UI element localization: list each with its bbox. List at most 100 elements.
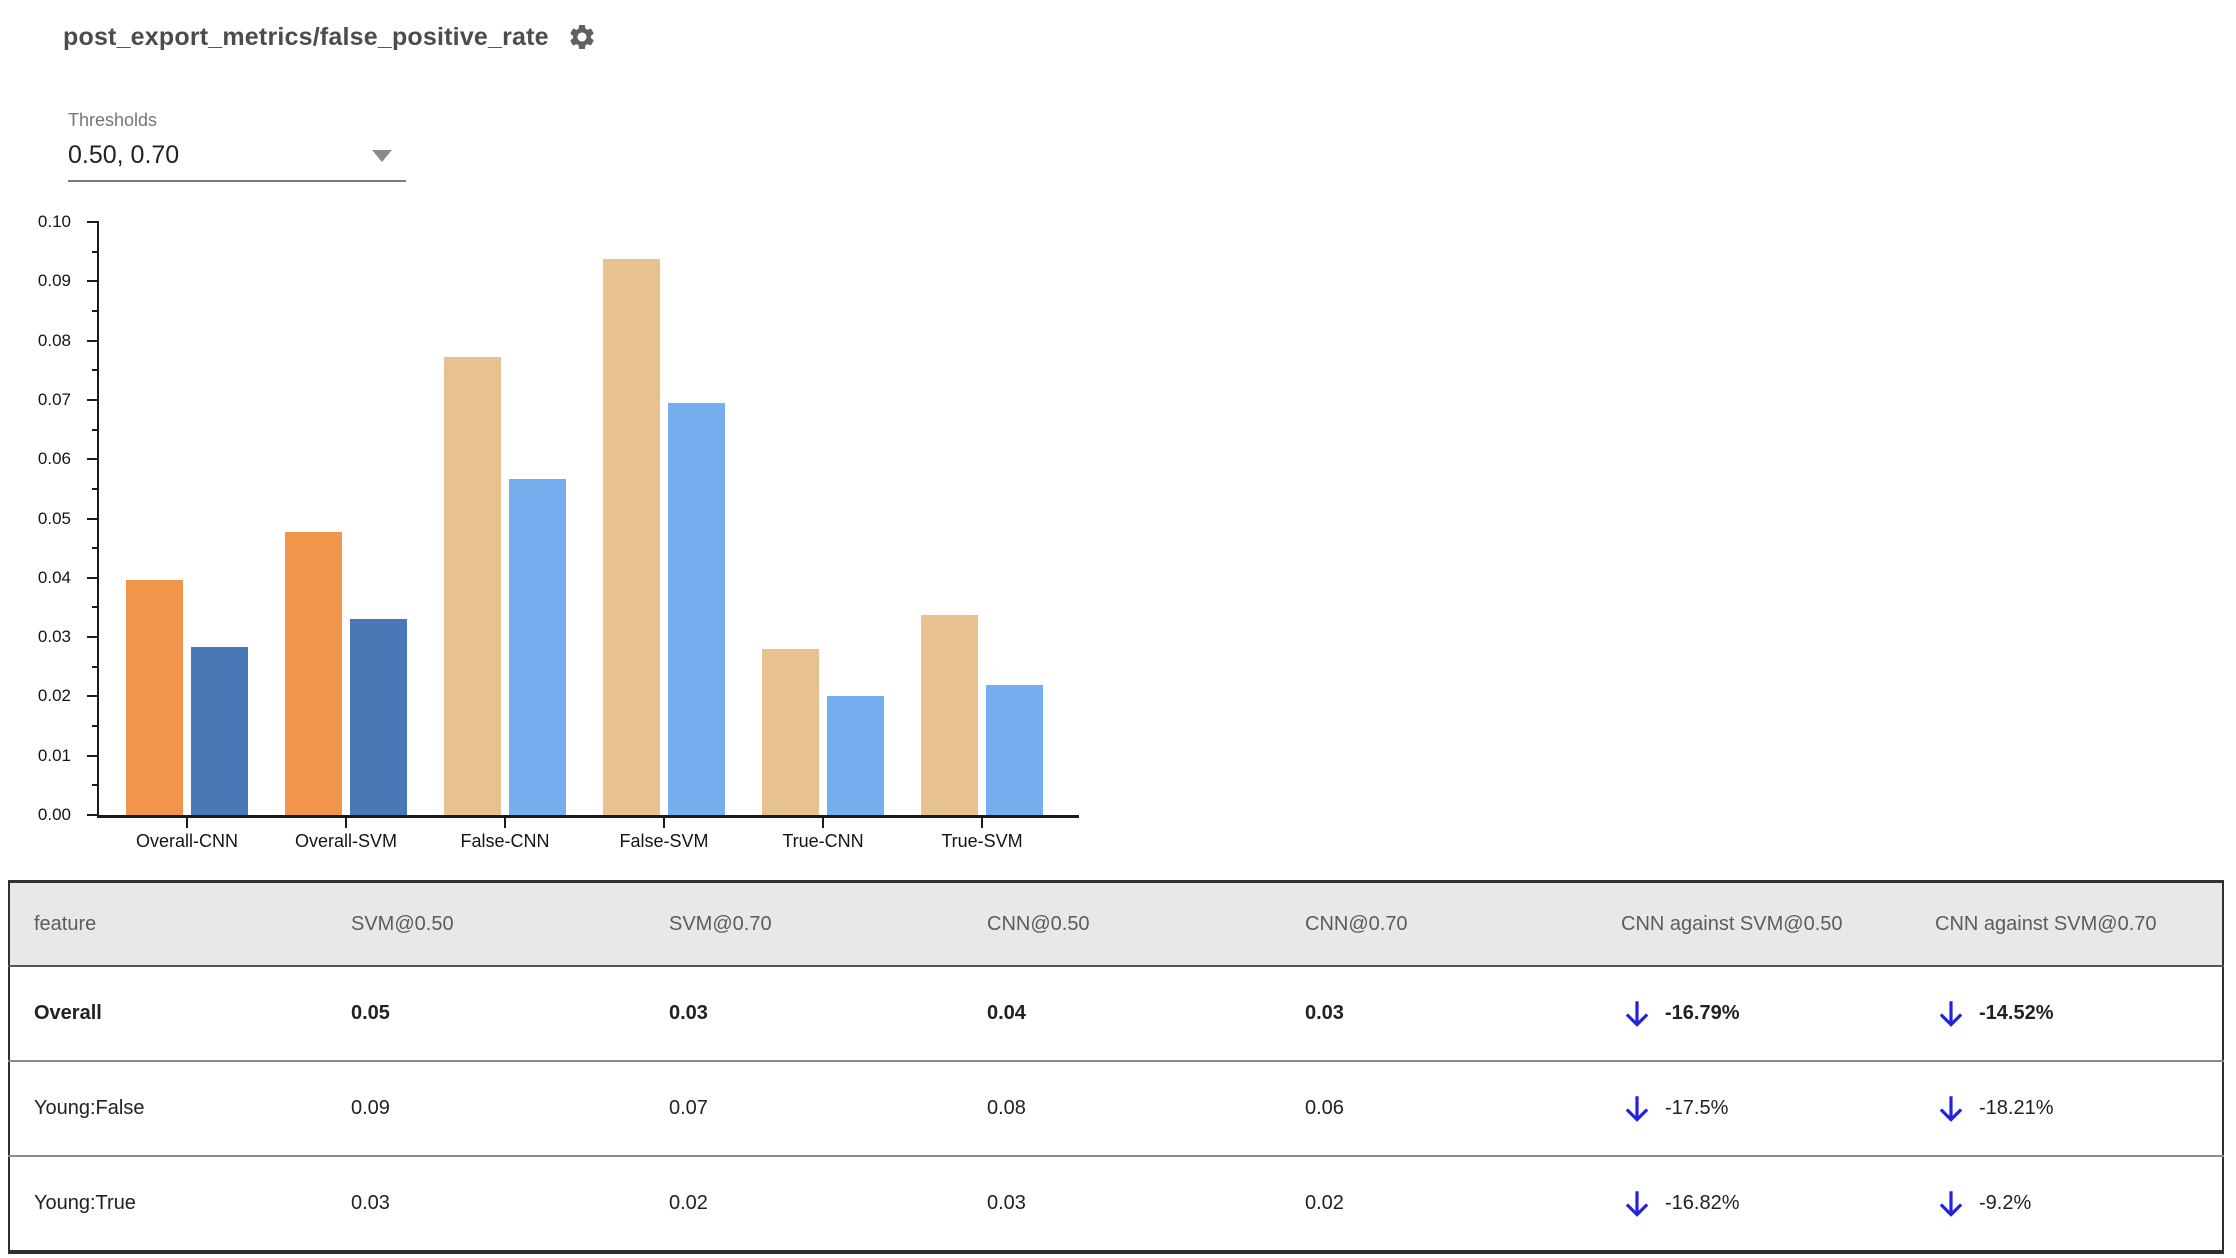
y-axis-tick-label: 0.04 [37, 567, 71, 587]
y-axis-tick-label: 0.08 [37, 330, 71, 350]
value-cell: 0.07 [645, 1060, 963, 1156]
delta-cell: -16.82% [1597, 1155, 1911, 1252]
x-axis-category-label: False-SVM [619, 831, 709, 851]
x-axis-category-label: True-CNN [782, 831, 864, 851]
value-cell: 0.02 [1281, 1155, 1597, 1252]
table-row-young-true[interactable]: Young:True 0.03 0.02 0.03 0.02 -16.82% -… [9, 1155, 2223, 1252]
value-cell: 0.04 [963, 966, 1281, 1061]
gear-icon [567, 22, 597, 52]
y-axis-tick-label: 0.00 [37, 805, 71, 824]
y-axis-minor-tick [92, 725, 99, 728]
arrow-down-icon [1935, 998, 1967, 1030]
y-axis-minor-tick [92, 309, 99, 312]
y-axis-tick [87, 398, 99, 401]
y-axis-minor-tick [92, 665, 99, 668]
bar-True-CNN-threshold0.70[interactable] [827, 696, 884, 815]
column-header-cnn-vs-svm050: CNN against SVM@0.50 [1597, 881, 1911, 967]
thresholds-select[interactable]: 0.50, 0.70 [68, 141, 406, 182]
bar-True-SVM-threshold0.70[interactable] [986, 684, 1043, 815]
delta-value: -16.79% [1665, 1002, 1740, 1024]
value-cell: 0.02 [645, 1155, 963, 1252]
thresholds-value: 0.50, 0.70 [68, 141, 180, 169]
y-axis-tick-label: 0.02 [37, 686, 71, 706]
thresholds-label: Thresholds [68, 110, 158, 130]
delta-value: -17.5% [1665, 1097, 1729, 1119]
arrow-down-icon [1935, 1188, 1967, 1220]
y-axis-tick-label: 0.03 [37, 627, 71, 647]
x-axis-tick [981, 815, 983, 828]
y-axis-minor-tick [92, 547, 99, 550]
column-header-feature: feature [9, 881, 327, 967]
bar-False-CNN-threshold0.70[interactable] [509, 478, 566, 815]
x-axis-tick [504, 815, 506, 828]
delta-cell: -16.79% [1597, 966, 1911, 1061]
y-axis-minor-tick [92, 487, 99, 490]
delta-value: -16.82% [1665, 1192, 1740, 1214]
value-cell: 0.08 [963, 1060, 1281, 1156]
column-header-svm070: SVM@0.70 [645, 881, 963, 967]
bar-True-CNN-threshold0.50[interactable] [762, 649, 819, 815]
y-axis-minor-tick [92, 784, 99, 787]
table-header-row: feature SVM@0.50 SVM@0.70 CNN@0.50 CNN@0… [9, 881, 2223, 967]
bar-False-SVM-threshold0.70[interactable] [668, 402, 725, 815]
x-axis-tick [822, 815, 824, 828]
y-axis-tick [87, 458, 99, 461]
feature-cell: Overall [9, 966, 327, 1061]
y-axis-tick [87, 576, 99, 579]
bar-Overall-CNN-threshold0.70[interactable] [191, 647, 248, 815]
arrow-down-icon [1621, 1093, 1653, 1125]
delta-value: -9.2% [1979, 1192, 2032, 1214]
y-axis-minor-tick [92, 369, 99, 372]
table-row-young-false[interactable]: Young:False 0.09 0.07 0.08 0.06 -17.5% -… [9, 1060, 2223, 1156]
delta-value: -14.52% [1979, 1002, 2054, 1024]
page-title: post_export_metrics/false_positive_rate [63, 22, 549, 51]
bar-True-SVM-threshold0.50[interactable] [921, 615, 978, 815]
x-axis-tick [186, 815, 188, 828]
arrow-down-icon [1935, 1093, 1967, 1125]
y-axis-tick [87, 695, 99, 698]
x-axis-category-label: True-SVM [941, 831, 1023, 851]
bar-Overall-SVM-threshold0.50[interactable] [285, 532, 342, 815]
y-axis-tick [87, 636, 99, 639]
bar-Overall-CNN-threshold0.50[interactable] [126, 579, 183, 815]
value-cell: 0.06 [1281, 1060, 1597, 1156]
column-header-cnn070: CNN@0.70 [1281, 881, 1597, 967]
bar-False-SVM-threshold0.50[interactable] [603, 259, 660, 815]
thresholds-dropdown[interactable]: Thresholds 0.50, 0.70 [68, 110, 406, 182]
y-axis-tick-label: 0.05 [37, 508, 71, 528]
x-axis-tick [345, 815, 347, 828]
y-axis-tick-label: 0.09 [37, 271, 71, 291]
bar-Overall-SVM-threshold0.70[interactable] [350, 618, 407, 815]
settings-button[interactable] [567, 22, 597, 52]
y-axis-tick [87, 814, 99, 816]
feature-cell: Young:False [9, 1060, 327, 1156]
table-row-overall[interactable]: Overall 0.05 0.03 0.04 0.03 -16.79% -14.… [9, 966, 2223, 1061]
metric-header: post_export_metrics/false_positive_rate [63, 22, 597, 52]
arrow-down-icon [1621, 998, 1653, 1030]
y-axis-tick-label: 0.07 [37, 389, 71, 409]
y-axis-tick-label: 0.01 [37, 745, 71, 765]
y-axis-tick-label: 0.06 [37, 449, 71, 469]
y-axis-tick [87, 280, 99, 283]
y-axis-minor-tick [92, 428, 99, 431]
column-header-svm050: SVM@0.50 [327, 881, 645, 967]
y-axis-minor-tick [92, 606, 99, 609]
bar-False-CNN-threshold0.50[interactable] [444, 356, 501, 815]
y-axis-tick [87, 754, 99, 757]
x-axis-category-label: False-CNN [460, 831, 550, 851]
value-cell: 0.05 [327, 966, 645, 1061]
chevron-down-icon [372, 149, 392, 162]
delta-cell: -18.21% [1911, 1060, 2223, 1156]
feature-cell: Young:True [9, 1155, 327, 1252]
arrow-down-icon [1621, 1188, 1653, 1220]
value-cell: 0.03 [645, 966, 963, 1061]
y-axis-tick [87, 221, 99, 223]
x-axis-category-label: Overall-SVM [294, 831, 397, 851]
column-header-cnn050: CNN@0.50 [963, 881, 1281, 967]
delta-cell: -17.5% [1597, 1060, 1911, 1156]
metrics-table: feature SVM@0.50 SVM@0.70 CNN@0.50 CNN@0… [8, 880, 2224, 1254]
y-axis-tick-label: 0.10 [37, 212, 71, 231]
delta-value: -18.21% [1979, 1097, 2054, 1119]
delta-cell: -14.52% [1911, 966, 2223, 1061]
y-axis-tick [87, 517, 99, 520]
